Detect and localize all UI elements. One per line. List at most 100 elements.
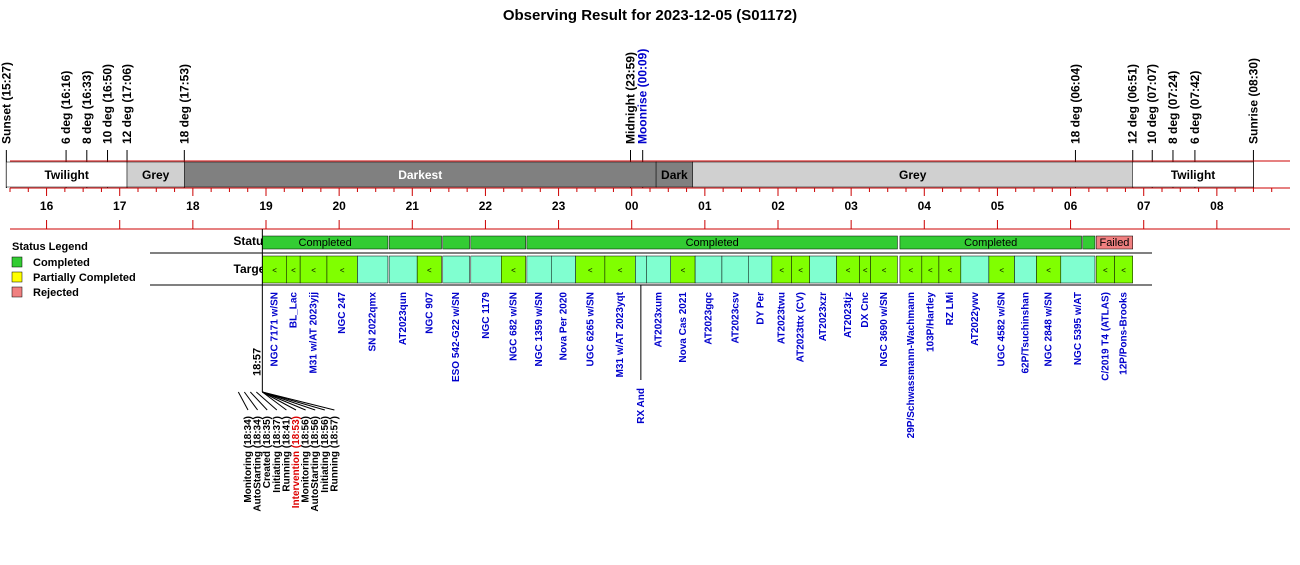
target-marker: < xyxy=(798,266,803,275)
target-marker: < xyxy=(588,266,593,275)
hour-label: 01 xyxy=(698,199,712,213)
target-marker: < xyxy=(1121,266,1126,275)
status-segment-label: Completed xyxy=(964,237,1017,249)
target-marker: < xyxy=(291,266,296,275)
target-name: AT2022ywv xyxy=(970,292,981,346)
legend-swatch xyxy=(11,256,23,268)
target-marker: < xyxy=(928,266,933,275)
target-block xyxy=(1114,255,1133,284)
target-block xyxy=(694,255,723,284)
target-marker: < xyxy=(681,266,686,275)
target-name: NGC 5395 w/AT xyxy=(1073,292,1084,365)
event-label: Moonrise (00:09) xyxy=(636,49,650,144)
event-label: 10 deg (16:50) xyxy=(101,64,115,144)
log-leader xyxy=(256,391,278,411)
status-segment xyxy=(1095,235,1133,250)
status-segment-label: Completed xyxy=(686,237,739,249)
target-block xyxy=(551,255,576,284)
log-leader xyxy=(262,391,287,411)
status-segment xyxy=(526,235,898,250)
target-name: NGC 2848 w/SN xyxy=(1044,292,1055,366)
target-block xyxy=(988,255,1015,284)
target-block xyxy=(1014,255,1037,284)
event-label: 8 deg (16:33) xyxy=(80,71,94,144)
sky-band-label: Twilight xyxy=(44,168,88,182)
sky-band xyxy=(692,161,1133,188)
target-marker: < xyxy=(779,266,784,275)
event-markers: Sunset (15:27) 6 deg (16:16) 8 deg (16:33)… xyxy=(0,49,1260,188)
status-segment xyxy=(1082,235,1096,250)
target-name: AT2023qun xyxy=(398,292,409,345)
target-name: RX And xyxy=(636,388,647,424)
sky-band-label: Twilight xyxy=(1171,168,1215,182)
start-log-entry: Initiating (18:37) xyxy=(272,416,283,493)
event-label: 12 deg (17:06) xyxy=(120,64,134,144)
target-name: NGC 1179 xyxy=(481,292,492,339)
start-log-entry: AutoStarting (18:34) xyxy=(253,416,264,512)
event-label: Midnight (23:59) xyxy=(623,52,637,144)
target-name: AT2023ttx (CV) xyxy=(796,292,807,362)
target-name: NGC 247 xyxy=(337,292,348,334)
target-name: AT2023gqc xyxy=(704,292,715,345)
event-label: 18 deg (06:04) xyxy=(1068,64,1082,144)
event-label: 6 deg (07:42) xyxy=(1188,71,1202,144)
start-log-entry: Intervention (18:53) xyxy=(291,416,302,508)
legend-swatch xyxy=(11,286,23,298)
event-label: Sunset (15:27) xyxy=(0,62,13,144)
target-block xyxy=(357,255,389,284)
start-log-entry: Running (18:41) xyxy=(281,416,292,492)
target-block xyxy=(635,255,647,284)
target-block xyxy=(262,255,287,284)
event-label: 6 deg (16:16) xyxy=(59,71,73,144)
target-name: AT2023xum xyxy=(654,292,665,348)
target-name: AT2023tjz xyxy=(843,292,854,338)
target-name: C/2019 T4 (ATLAS) xyxy=(1100,292,1111,381)
target-marker: < xyxy=(846,266,851,275)
sky-band xyxy=(655,161,693,188)
target-name: RZ LMi xyxy=(945,292,956,326)
event-logs: 18:5706:50Monitoring (18:34)AutoStarting… xyxy=(237,229,340,512)
target-name: 103P/Hartley xyxy=(925,292,936,352)
target-block xyxy=(670,255,696,284)
hour-label: 20 xyxy=(332,199,346,213)
target-block xyxy=(388,255,418,284)
hour-label: 02 xyxy=(771,199,785,213)
target-block xyxy=(721,255,749,284)
target-marker: < xyxy=(863,266,868,275)
target-block xyxy=(809,255,837,284)
target-marker: < xyxy=(511,266,516,275)
hour-label: 05 xyxy=(991,199,1005,213)
target-name: SN 2022qmx xyxy=(368,292,379,352)
target-block xyxy=(299,255,328,284)
sky-band-label: Darkest xyxy=(398,168,442,182)
sky-bands: Twilight Grey Darkest Dark Grey Twilight xyxy=(6,161,1254,188)
start-log-entry: Monitoring (18:56) xyxy=(301,416,312,503)
target-name: 12P/Pons-Brooks xyxy=(1119,292,1130,375)
target-block xyxy=(748,255,773,284)
target-block xyxy=(870,255,898,284)
target-name: 62P/Tsuchinshan xyxy=(1020,292,1031,374)
target-block xyxy=(526,255,552,284)
target-name: UGC 4582 w/SN xyxy=(997,292,1008,366)
hour-label: 16 xyxy=(40,199,54,213)
sky-band xyxy=(6,161,128,188)
event-label: 8 deg (07:24) xyxy=(1166,71,1180,144)
target-block xyxy=(442,255,470,284)
hour-label: 17 xyxy=(113,199,127,213)
start-log-entry: Running (18:57) xyxy=(329,416,340,492)
legend-swatch xyxy=(11,271,23,283)
hour-label: 19 xyxy=(259,199,273,213)
sky-band xyxy=(184,161,657,188)
hour-label: 07 xyxy=(1137,199,1151,213)
hour-label: 18 xyxy=(186,199,200,213)
target-marker: < xyxy=(427,266,432,275)
status-segment xyxy=(899,235,1082,250)
hour-label: 22 xyxy=(479,199,493,213)
target-name: Nova Cas 2021 xyxy=(678,292,689,363)
target-name: AT2023xzr xyxy=(818,292,829,341)
hour-label: 23 xyxy=(552,199,566,213)
hour-label: 03 xyxy=(844,199,858,213)
sky-band-label: Dark xyxy=(661,168,688,182)
start-log-entry: AutoStarting (18:56) xyxy=(310,416,321,512)
